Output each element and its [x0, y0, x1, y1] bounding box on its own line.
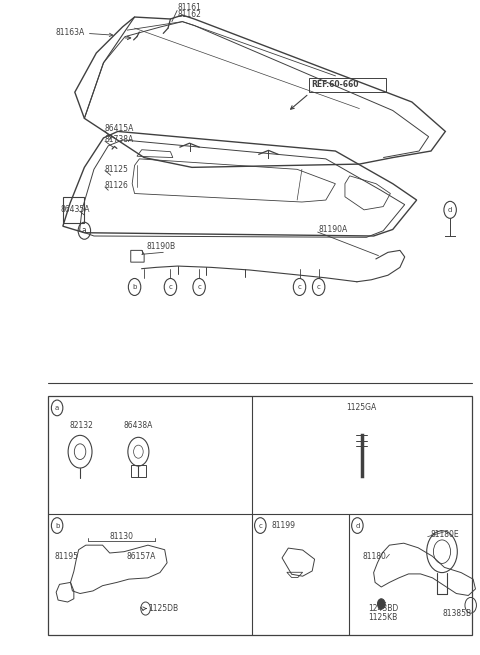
Text: c: c [298, 284, 301, 290]
Text: 81180E: 81180E [430, 530, 459, 539]
Text: c: c [197, 284, 201, 290]
Circle shape [377, 599, 385, 609]
Text: 81180: 81180 [362, 552, 386, 561]
Text: c: c [258, 523, 262, 529]
Text: c: c [317, 284, 321, 290]
Text: 81126: 81126 [105, 181, 129, 189]
Text: 81161: 81161 [178, 3, 202, 12]
Text: 81125: 81125 [105, 165, 129, 174]
Text: 1125KB: 1125KB [368, 612, 397, 622]
Text: 86435A: 86435A [60, 206, 90, 214]
Text: 81190B: 81190B [146, 242, 176, 251]
Text: c: c [168, 284, 172, 290]
Text: 81162: 81162 [178, 10, 202, 19]
Text: a: a [55, 405, 59, 411]
Text: a: a [82, 226, 87, 235]
Text: 81199: 81199 [272, 521, 296, 530]
Text: 86157A: 86157A [126, 552, 156, 561]
Text: 1125DB: 1125DB [148, 604, 178, 613]
Text: b: b [55, 523, 60, 529]
Text: 81190A: 81190A [319, 225, 348, 234]
Text: 1125GA: 1125GA [347, 403, 377, 413]
Text: 86415A: 86415A [105, 124, 134, 134]
Text: REF.60-660: REF.60-660 [312, 80, 359, 89]
Text: 86438A: 86438A [124, 421, 153, 430]
Text: 81385B: 81385B [442, 608, 471, 618]
Text: b: b [132, 284, 137, 290]
Text: 81738A: 81738A [105, 135, 134, 143]
Text: 82132: 82132 [69, 421, 93, 430]
Text: d: d [448, 207, 452, 213]
Text: 1243BD: 1243BD [368, 604, 398, 613]
Text: 81163A: 81163A [55, 28, 84, 37]
Text: d: d [355, 523, 360, 529]
Text: 81130: 81130 [109, 532, 133, 541]
Text: 81195: 81195 [55, 552, 79, 561]
